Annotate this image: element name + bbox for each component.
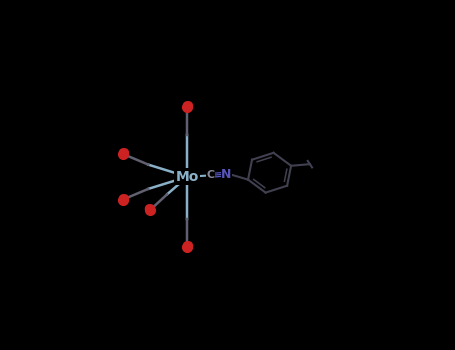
Text: Mo: Mo	[176, 170, 199, 184]
Text: O: O	[182, 100, 193, 114]
Text: C: C	[206, 170, 214, 180]
Text: O: O	[117, 147, 129, 161]
Text: N: N	[221, 168, 232, 181]
Text: O: O	[117, 193, 129, 206]
Text: O: O	[144, 203, 156, 217]
Text: O: O	[182, 240, 193, 254]
